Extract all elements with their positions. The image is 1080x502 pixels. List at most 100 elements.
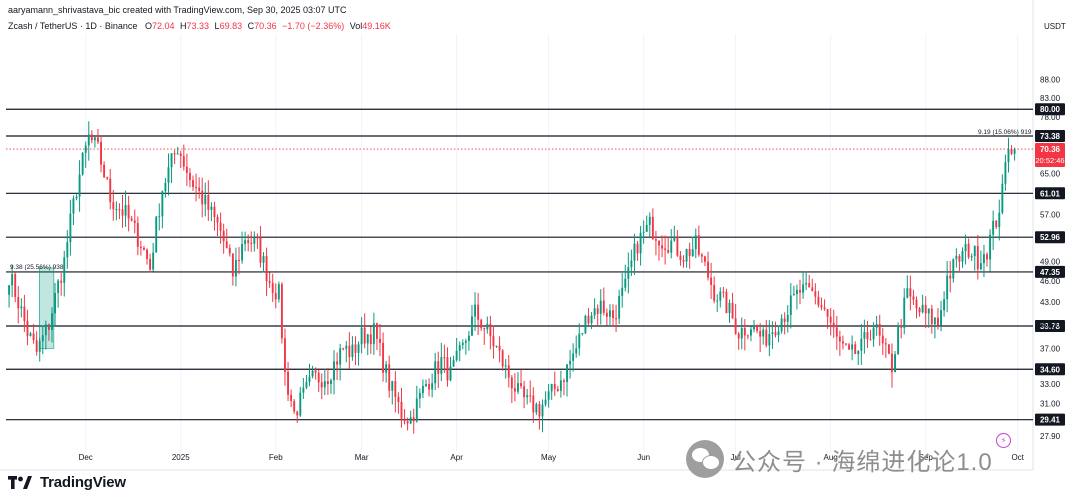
candle-body <box>584 315 587 334</box>
candle-body <box>458 345 461 351</box>
candle-body <box>23 306 26 321</box>
ohlc-open-label: O <box>144 21 152 31</box>
candle-body <box>578 333 581 349</box>
candle-body <box>277 284 280 300</box>
candle-body <box>541 404 544 417</box>
brand-name: TradingView <box>40 474 126 491</box>
candle-body <box>587 315 590 324</box>
currency-unit[interactable]: USDT <box>1044 22 1066 31</box>
candle-body <box>256 237 259 239</box>
candle-body <box>1013 149 1016 154</box>
tradingview-logo-icon <box>8 476 32 489</box>
candle-body <box>265 256 268 282</box>
level-tag <box>1035 363 1065 376</box>
candle-body <box>728 302 731 314</box>
candle-body <box>820 305 823 308</box>
candle-body <box>446 357 449 381</box>
candle-body <box>293 400 296 412</box>
candle-body <box>596 308 599 314</box>
candle-body <box>400 401 403 419</box>
candle-body <box>287 371 289 395</box>
candle-body <box>805 283 808 285</box>
candle-body <box>897 325 900 355</box>
candle-body <box>182 156 185 167</box>
chart-credit: aaryamann_shrivastava_bic created with T… <box>8 5 347 15</box>
candle-body <box>299 392 302 416</box>
volume-label: Vol <box>349 21 363 31</box>
candle-body <box>268 281 271 283</box>
candle-body <box>740 327 743 339</box>
candle-body <box>529 395 532 397</box>
candle-body <box>547 391 550 400</box>
price-tick-label: 83.00 <box>1040 94 1061 103</box>
candle-body <box>185 166 188 174</box>
candle-body <box>136 223 139 247</box>
wechat-watermark: 公众号 · 海绵进化论1.0 <box>686 440 993 478</box>
candle-body <box>722 291 725 293</box>
candle-body <box>875 323 878 328</box>
candle-body <box>670 240 673 253</box>
symbol-name: Zcash / TetherUS · 1D · Binance <box>8 21 138 31</box>
candle-body <box>216 216 219 223</box>
candle-body <box>112 202 115 210</box>
candle-body <box>829 316 832 323</box>
candle-body <box>66 242 69 258</box>
candle-body <box>213 206 216 217</box>
candle-body <box>909 288 912 297</box>
candle-body <box>121 209 124 216</box>
measure-annotations: 9.38 (25.56%) 938 9.19 (15.06%) 919 70.36 2… <box>6 129 1065 349</box>
candle-body <box>765 329 768 346</box>
time-tick-label: Aug <box>824 453 838 462</box>
candle-body <box>673 236 676 241</box>
candle-body <box>176 153 179 155</box>
candle-body <box>517 383 519 392</box>
candle-body <box>57 280 60 294</box>
candle-body <box>336 361 339 365</box>
candle-body <box>697 235 700 255</box>
candle-body <box>11 274 14 286</box>
candle-body <box>605 312 608 317</box>
candle-body <box>866 332 869 340</box>
candle-body <box>979 263 982 270</box>
candle-body <box>608 310 611 317</box>
tradingview-logo[interactable]: TradingView <box>8 474 126 491</box>
candle-body <box>170 153 173 168</box>
candle-body <box>841 341 844 344</box>
candle-body <box>710 277 713 285</box>
level-tag <box>1035 130 1065 143</box>
candle-body <box>354 344 357 353</box>
candle-body <box>848 344 851 350</box>
flash-icon[interactable]: ⚡ <box>996 433 1011 448</box>
ohlc-high-label: H <box>180 21 187 31</box>
ohlc-low-value: 69.83 <box>219 21 243 31</box>
candle-body <box>572 353 575 361</box>
candle-body <box>51 313 53 330</box>
candle-body <box>314 370 317 373</box>
candle-body <box>489 323 492 337</box>
candle-body <box>20 306 23 309</box>
horizontal-levels: 80.00 73.38 61.01 52.96 47.35 39.78 34.60 29.41 <box>6 103 1065 426</box>
candle-body <box>814 291 817 297</box>
candle-body <box>777 331 780 336</box>
candle-body <box>201 190 204 205</box>
candle-body <box>167 167 170 183</box>
candle-body <box>946 275 949 300</box>
candle-body <box>274 293 277 300</box>
level-label: 39.78 <box>1040 322 1061 331</box>
price-axis: 27.90 31.00 33.00 37.00 40.00 43.00 46.00 49.00… <box>1040 76 1061 441</box>
candle-body <box>425 383 427 386</box>
candle-body <box>29 333 32 336</box>
candle-body <box>391 381 394 391</box>
candle-body <box>326 381 329 385</box>
candle-body <box>661 245 664 249</box>
level-label: 34.60 <box>1040 365 1061 374</box>
time-tick-label: May <box>541 453 556 462</box>
candle-body <box>284 338 286 372</box>
candle-body <box>612 310 614 319</box>
candle-body <box>704 256 706 262</box>
candle-body <box>84 145 87 153</box>
candle-body <box>204 194 207 205</box>
candle-body <box>501 350 504 367</box>
level-label: 47.35 <box>1040 268 1061 277</box>
